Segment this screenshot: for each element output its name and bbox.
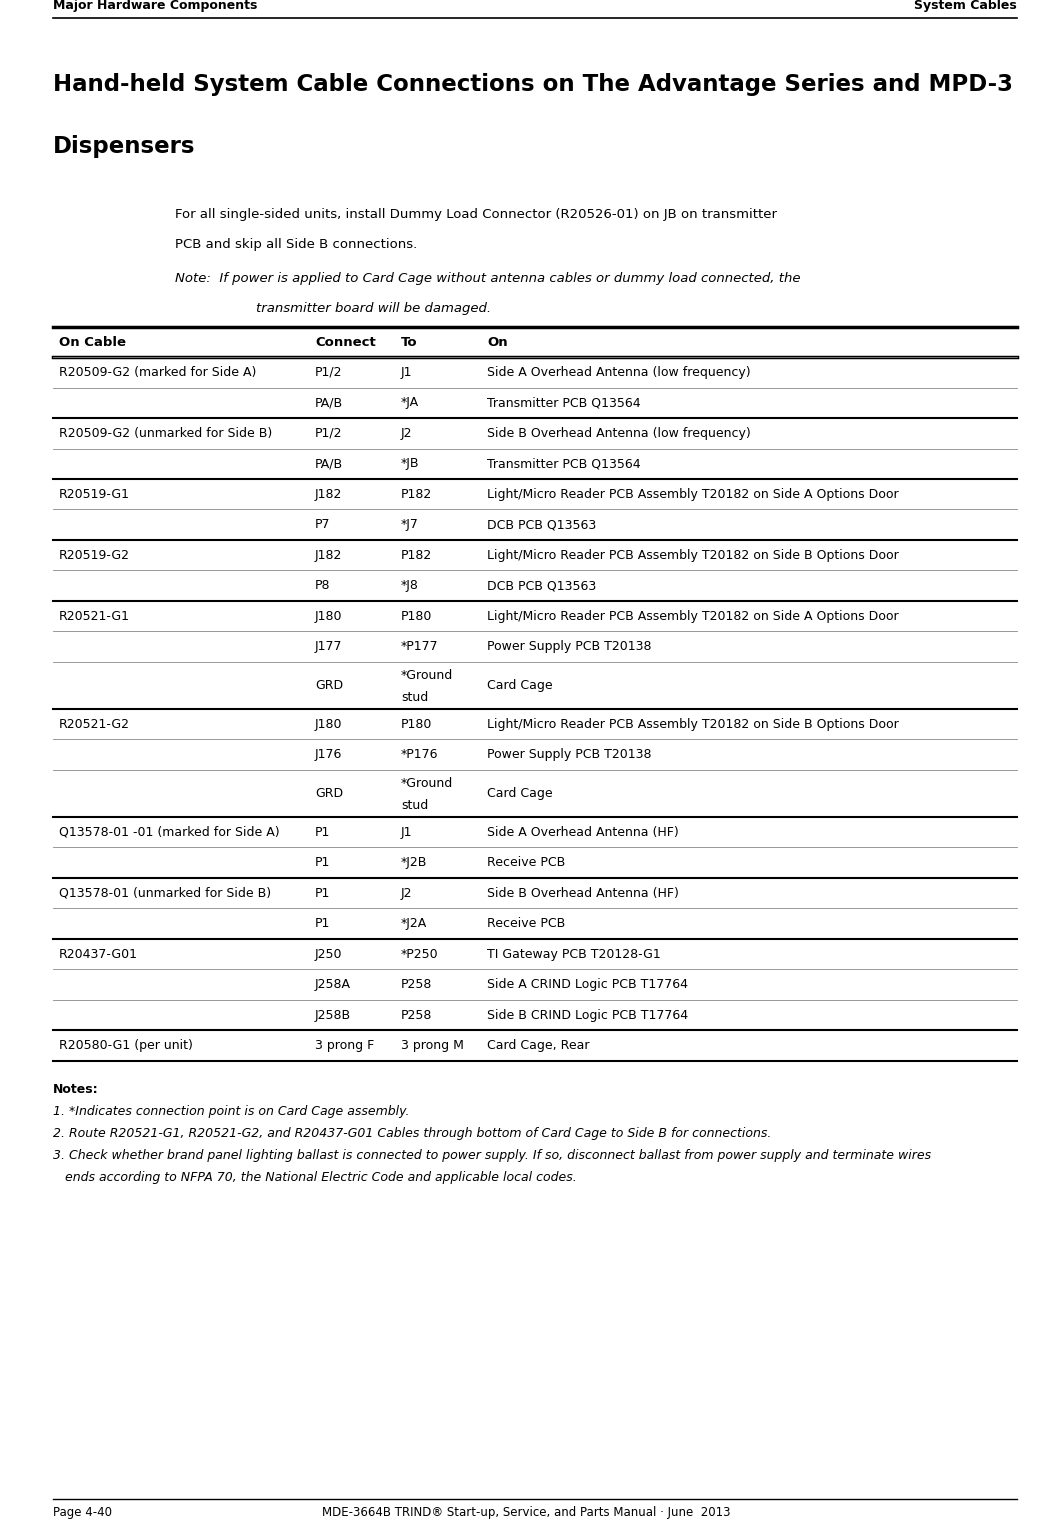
Text: Light/Micro Reader PCB Assembly T20182 on Side A Options Door: Light/Micro Reader PCB Assembly T20182 o… [487,609,898,623]
Text: P1/2: P1/2 [315,366,343,378]
Text: P1: P1 [315,856,330,870]
Text: P8: P8 [315,579,330,592]
Text: PA/B: PA/B [315,397,343,409]
Text: PA/B: PA/B [315,458,343,470]
Text: Card Cage: Card Cage [487,787,552,801]
Text: ends according to NFPA 70, the National Electric Code and applicable local codes: ends according to NFPA 70, the National … [53,1171,576,1183]
Text: Q13578-01 -01 (marked for Side A): Q13578-01 -01 (marked for Side A) [59,825,280,839]
Text: Card Cage, Rear: Card Cage, Rear [487,1040,589,1052]
Text: P7: P7 [315,519,330,531]
Text: J177: J177 [315,640,343,654]
Text: J258A: J258A [315,978,351,991]
Text: R20521-G2: R20521-G2 [59,718,130,730]
Text: Note:  If power is applied to Card Cage without antenna cables or dummy load con: Note: If power is applied to Card Cage w… [175,273,801,285]
Text: On: On [487,335,508,349]
Text: R20519-G2: R20519-G2 [59,548,130,562]
Text: P1: P1 [315,825,330,839]
Text: MDE-3664B TRIND® Start-up, Service, and Parts Manual · June  2013: MDE-3664B TRIND® Start-up, Service, and … [322,1507,730,1519]
Text: To: To [401,335,418,349]
Text: R20509-G2 (marked for Side A): R20509-G2 (marked for Side A) [59,366,257,378]
Text: R20519-G1: R20519-G1 [59,488,130,501]
Text: Side A CRIND Logic PCB T17764: Side A CRIND Logic PCB T17764 [487,978,688,991]
Text: J182: J182 [315,488,342,501]
Text: *J2B: *J2B [401,856,427,870]
Text: 2. Route R20521-G1, R20521-G2, and R20437-G01 Cables through bottom of Card Cage: 2. Route R20521-G1, R20521-G2, and R2043… [53,1127,771,1141]
Text: Transmitter PCB Q13564: Transmitter PCB Q13564 [487,458,641,470]
Text: R20521-G1: R20521-G1 [59,609,130,623]
Text: *Ground: *Ground [401,669,453,681]
Text: GRD: GRD [315,680,343,692]
Text: P180: P180 [401,718,432,730]
Text: P182: P182 [401,488,432,501]
Text: Light/Micro Reader PCB Assembly T20182 on Side A Options Door: Light/Micro Reader PCB Assembly T20182 o… [487,488,898,501]
Text: 3. Check whether brand panel lighting ballast is connected to power supply. If s: 3. Check whether brand panel lighting ba… [53,1148,931,1162]
Text: Power Supply PCB T20138: Power Supply PCB T20138 [487,749,651,761]
Text: Major Hardware Components: Major Hardware Components [53,0,258,12]
Text: *P176: *P176 [401,749,439,761]
Text: Dispensers: Dispensers [53,135,196,158]
Text: Power Supply PCB T20138: Power Supply PCB T20138 [487,640,651,654]
Text: J176: J176 [315,749,342,761]
Text: *JB: *JB [401,458,420,470]
Text: *J7: *J7 [401,519,419,531]
Text: J258B: J258B [315,1009,351,1021]
Text: Side B Overhead Antenna (HF): Side B Overhead Antenna (HF) [487,886,679,900]
Text: Side B Overhead Antenna (low frequency): Side B Overhead Antenna (low frequency) [487,427,751,439]
Text: P1/2: P1/2 [315,427,343,439]
Text: TI Gateway PCB T20128-G1: TI Gateway PCB T20128-G1 [487,948,661,961]
Text: DCB PCB Q13563: DCB PCB Q13563 [487,579,596,592]
Text: 1. *Indicates connection point is on Card Cage assembly.: 1. *Indicates connection point is on Car… [53,1105,409,1118]
Text: J2: J2 [401,886,412,900]
Text: Side B CRIND Logic PCB T17764: Side B CRIND Logic PCB T17764 [487,1009,688,1021]
Text: Transmitter PCB Q13564: Transmitter PCB Q13564 [487,397,641,409]
Text: Side A Overhead Antenna (low frequency): Side A Overhead Antenna (low frequency) [487,366,751,378]
Text: Hand-held System Cable Connections on The Advantage Series and MPD-3: Hand-held System Cable Connections on Th… [53,73,1013,96]
Text: Receive PCB: Receive PCB [487,917,565,931]
Text: System Cables: System Cables [914,0,1017,12]
Text: *P177: *P177 [401,640,439,654]
Text: P258: P258 [401,978,432,991]
Text: 3 prong M: 3 prong M [401,1040,464,1052]
Text: J180: J180 [315,718,343,730]
Text: J250: J250 [315,948,343,961]
Text: J1: J1 [401,366,412,378]
Text: On Cable: On Cable [59,335,126,349]
Text: Side A Overhead Antenna (HF): Side A Overhead Antenna (HF) [487,825,679,839]
Text: P258: P258 [401,1009,432,1021]
Text: Q13578-01 (unmarked for Side B): Q13578-01 (unmarked for Side B) [59,886,271,900]
Text: J1: J1 [401,825,412,839]
Text: PCB and skip all Side B connections.: PCB and skip all Side B connections. [175,237,418,251]
Text: *JA: *JA [401,397,419,409]
Text: *Ground: *Ground [401,776,453,790]
Text: *J8: *J8 [401,579,419,592]
Text: Light/Micro Reader PCB Assembly T20182 on Side B Options Door: Light/Micro Reader PCB Assembly T20182 o… [487,718,898,730]
Text: R20437-G01: R20437-G01 [59,948,138,961]
Text: stud: stud [401,799,428,811]
Text: P1: P1 [315,886,330,900]
Text: Notes:: Notes: [53,1082,99,1096]
Text: *P250: *P250 [401,948,439,961]
Text: P180: P180 [401,609,432,623]
Text: Receive PCB: Receive PCB [487,856,565,870]
Text: J180: J180 [315,609,343,623]
Text: Page 4-40: Page 4-40 [53,1507,112,1519]
Text: Card Cage: Card Cage [487,680,552,692]
Text: For all single-sided units, install Dummy Load Connector (R20526-01) on JB on tr: For all single-sided units, install Dumm… [175,208,777,220]
Text: Connect: Connect [315,335,376,349]
Text: 3 prong F: 3 prong F [315,1040,375,1052]
Text: GRD: GRD [315,787,343,801]
Text: stud: stud [401,690,428,704]
Text: J182: J182 [315,548,342,562]
Text: transmitter board will be damaged.: transmitter board will be damaged. [205,302,491,315]
Text: R20509-G2 (unmarked for Side B): R20509-G2 (unmarked for Side B) [59,427,272,439]
Text: J2: J2 [401,427,412,439]
Text: DCB PCB Q13563: DCB PCB Q13563 [487,519,596,531]
Text: R20580-G1 (per unit): R20580-G1 (per unit) [59,1040,193,1052]
Text: Light/Micro Reader PCB Assembly T20182 on Side B Options Door: Light/Micro Reader PCB Assembly T20182 o… [487,548,898,562]
Text: P1: P1 [315,917,330,931]
Text: *J2A: *J2A [401,917,427,931]
Text: P182: P182 [401,548,432,562]
